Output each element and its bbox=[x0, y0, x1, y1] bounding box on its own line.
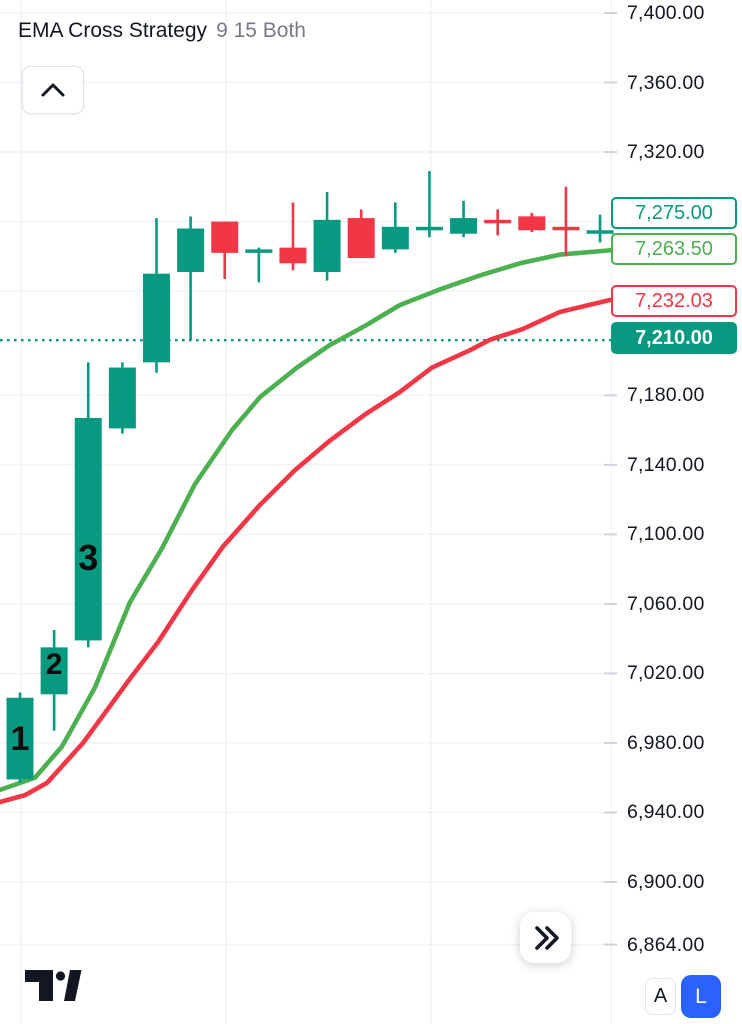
trade-marker: 3 bbox=[78, 537, 98, 578]
log-scale-button[interactable]: L bbox=[681, 975, 721, 1018]
candle-body[interactable] bbox=[177, 228, 205, 272]
candle-body[interactable] bbox=[450, 218, 478, 234]
price-label-outline_teal: 7,275.00 bbox=[611, 197, 737, 229]
y-axis-label: 7,400.00 bbox=[627, 2, 705, 24]
y-axis-label: 6,900.00 bbox=[627, 871, 705, 893]
price-label-outline_green: 7,263.50 bbox=[611, 233, 737, 265]
y-axis-label: 7,140.00 bbox=[627, 453, 705, 476]
legend-collapse-button[interactable] bbox=[22, 66, 84, 114]
price-label-outline_red: 7,232.03 bbox=[611, 285, 737, 317]
y-axis-label: 6,940.00 bbox=[627, 801, 705, 824]
candle-body[interactable] bbox=[6, 697, 34, 780]
y-axis-label: 7,020.00 bbox=[627, 662, 705, 685]
price-label-fill_teal: 7,210.00 bbox=[611, 322, 737, 354]
candle-body[interactable] bbox=[74, 417, 102, 641]
candle-body[interactable] bbox=[347, 218, 375, 259]
trade-marker: 2 bbox=[46, 648, 63, 681]
go-to-realtime-button[interactable] bbox=[520, 912, 571, 963]
y-axis-label: 7,180.00 bbox=[627, 384, 705, 407]
candle-body[interactable] bbox=[484, 219, 512, 224]
candle-body[interactable] bbox=[313, 219, 341, 272]
candle-body[interactable] bbox=[211, 221, 239, 253]
tradingview-logo[interactable] bbox=[25, 970, 82, 1002]
candle-body[interactable] bbox=[108, 367, 136, 429]
strategy-title: EMA Cross Strategy bbox=[18, 19, 208, 42]
y-axis-label: 7,060.00 bbox=[627, 592, 705, 615]
candle-body[interactable] bbox=[518, 216, 546, 231]
candle-body[interactable] bbox=[279, 247, 307, 264]
y-axis-label: 6,980.00 bbox=[627, 731, 705, 754]
strategy-legend[interactable]: EMA Cross Strategy 9 15 Both bbox=[18, 19, 306, 43]
candle-body[interactable] bbox=[586, 230, 614, 234]
auto-scale-button[interactable]: A bbox=[645, 978, 676, 1015]
double-chevron-right-icon bbox=[534, 925, 559, 950]
candle-body[interactable] bbox=[381, 226, 409, 250]
candle-body[interactable] bbox=[142, 273, 170, 363]
y-axis-label: 7,320.00 bbox=[627, 141, 705, 164]
strategy-params: 9 15 Both bbox=[216, 19, 306, 42]
candle-body[interactable] bbox=[552, 226, 580, 231]
trade-marker: 1 bbox=[11, 720, 30, 758]
candle-body[interactable] bbox=[40, 647, 68, 695]
y-axis-label: 7,360.00 bbox=[627, 71, 705, 94]
y-axis-label: 6,864.00 bbox=[627, 933, 705, 956]
ema-line-ema-15 bbox=[0, 297, 614, 805]
candle-body[interactable] bbox=[245, 249, 273, 253]
candle-body[interactable] bbox=[415, 226, 443, 231]
y-axis-label: 7,100.00 bbox=[627, 523, 705, 546]
ema-line-ema-9 bbox=[0, 247, 614, 793]
chevron-up-icon bbox=[41, 83, 65, 97]
